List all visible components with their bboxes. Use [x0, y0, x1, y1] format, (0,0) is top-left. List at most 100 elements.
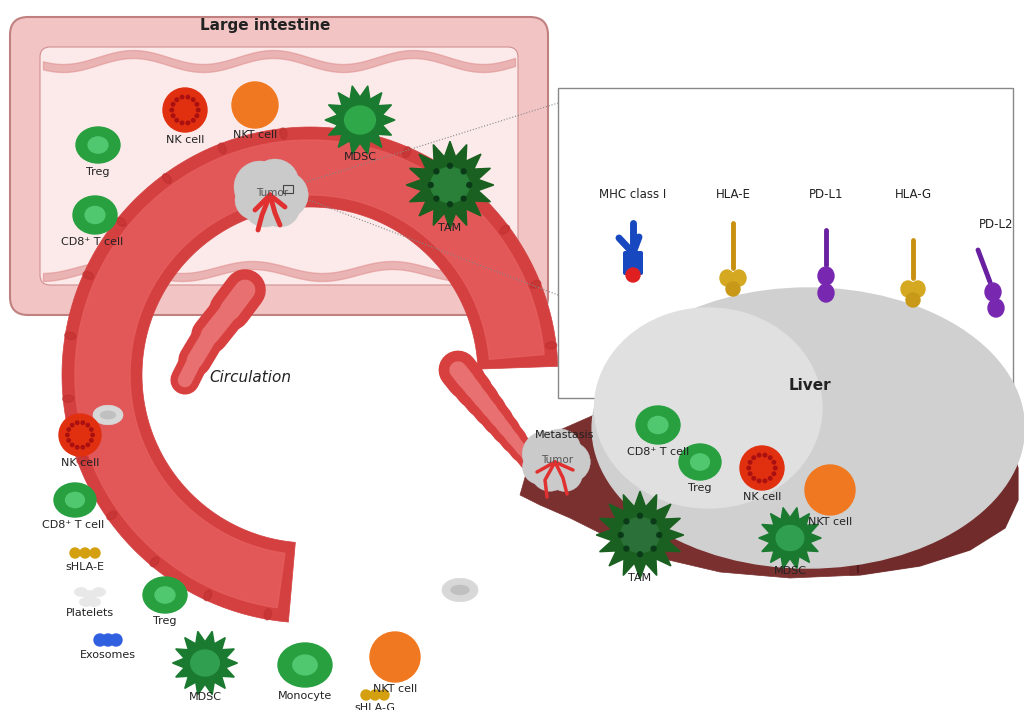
Circle shape	[768, 456, 772, 459]
Text: MDSC: MDSC	[343, 152, 377, 162]
Circle shape	[447, 163, 453, 168]
Text: sHLA-G: sHLA-G	[354, 703, 395, 710]
Circle shape	[656, 532, 662, 537]
Text: Monocyte: Monocyte	[278, 691, 332, 701]
Polygon shape	[62, 127, 558, 622]
Ellipse shape	[402, 147, 411, 158]
Ellipse shape	[75, 587, 87, 596]
Ellipse shape	[345, 106, 376, 134]
Ellipse shape	[190, 650, 219, 676]
Circle shape	[81, 421, 85, 425]
Ellipse shape	[54, 483, 96, 517]
Circle shape	[94, 634, 106, 646]
Circle shape	[186, 121, 189, 125]
Text: HLA-G: HLA-G	[894, 188, 932, 201]
Circle shape	[624, 546, 629, 551]
Ellipse shape	[85, 207, 104, 224]
Ellipse shape	[732, 270, 746, 286]
Ellipse shape	[83, 271, 93, 280]
Circle shape	[536, 443, 574, 481]
Ellipse shape	[595, 308, 822, 508]
Circle shape	[180, 121, 184, 125]
Ellipse shape	[92, 587, 105, 596]
Text: PD-L2: PD-L2	[979, 218, 1014, 231]
Circle shape	[175, 98, 178, 102]
Polygon shape	[596, 491, 684, 579]
Circle shape	[251, 159, 299, 207]
Ellipse shape	[93, 405, 123, 425]
Ellipse shape	[218, 143, 226, 153]
Polygon shape	[75, 140, 544, 608]
Ellipse shape	[906, 293, 920, 307]
Text: NK cell: NK cell	[742, 492, 781, 502]
Ellipse shape	[818, 267, 834, 285]
Ellipse shape	[636, 406, 680, 444]
Circle shape	[67, 439, 71, 442]
Ellipse shape	[901, 281, 915, 297]
Circle shape	[618, 532, 624, 537]
Ellipse shape	[151, 557, 159, 567]
Circle shape	[740, 446, 784, 490]
Circle shape	[262, 172, 308, 218]
Text: MDSC: MDSC	[773, 566, 807, 576]
Ellipse shape	[62, 395, 74, 402]
Circle shape	[86, 443, 89, 447]
Circle shape	[90, 548, 100, 558]
Ellipse shape	[76, 127, 120, 163]
Ellipse shape	[163, 174, 171, 183]
Text: HLA-E: HLA-E	[716, 188, 751, 201]
Text: Metastasis: Metastasis	[536, 430, 595, 440]
Ellipse shape	[500, 225, 510, 234]
Polygon shape	[325, 86, 395, 154]
Text: CD8⁺ T cell: CD8⁺ T cell	[42, 520, 104, 530]
Circle shape	[763, 454, 767, 457]
Ellipse shape	[106, 511, 117, 520]
Ellipse shape	[117, 217, 126, 226]
Text: NKT cell: NKT cell	[232, 130, 278, 140]
Text: MHC class I: MHC class I	[599, 188, 667, 201]
Ellipse shape	[648, 417, 668, 434]
Circle shape	[749, 472, 752, 476]
Ellipse shape	[720, 270, 734, 286]
Circle shape	[522, 431, 567, 476]
Ellipse shape	[155, 587, 175, 603]
Circle shape	[530, 453, 569, 491]
Circle shape	[186, 95, 189, 99]
Circle shape	[191, 98, 195, 102]
Circle shape	[59, 414, 101, 456]
Circle shape	[90, 428, 93, 431]
Circle shape	[260, 187, 300, 227]
Ellipse shape	[451, 586, 469, 594]
Ellipse shape	[87, 598, 100, 606]
Ellipse shape	[204, 590, 212, 601]
Text: PD-L1: PD-L1	[809, 188, 843, 201]
Circle shape	[379, 690, 389, 700]
Ellipse shape	[343, 129, 350, 140]
Circle shape	[467, 182, 472, 187]
Circle shape	[370, 632, 420, 682]
Text: Treg: Treg	[688, 483, 712, 493]
Ellipse shape	[442, 579, 478, 601]
Circle shape	[624, 519, 629, 524]
Ellipse shape	[143, 577, 187, 613]
Circle shape	[763, 479, 767, 483]
Ellipse shape	[988, 299, 1004, 317]
Circle shape	[428, 182, 433, 187]
Circle shape	[66, 433, 69, 437]
Ellipse shape	[264, 609, 271, 620]
Text: CD8⁺ T cell: CD8⁺ T cell	[60, 237, 123, 247]
Circle shape	[171, 102, 175, 106]
Text: Circulation: Circulation	[209, 371, 291, 386]
Circle shape	[90, 439, 93, 442]
Ellipse shape	[280, 128, 287, 139]
Polygon shape	[850, 390, 1018, 575]
Circle shape	[772, 472, 775, 476]
Ellipse shape	[66, 492, 84, 508]
Ellipse shape	[530, 280, 541, 288]
Circle shape	[234, 180, 275, 220]
Circle shape	[638, 552, 642, 557]
Ellipse shape	[431, 168, 469, 202]
Circle shape	[163, 88, 207, 132]
Circle shape	[171, 114, 175, 117]
Circle shape	[758, 454, 761, 457]
